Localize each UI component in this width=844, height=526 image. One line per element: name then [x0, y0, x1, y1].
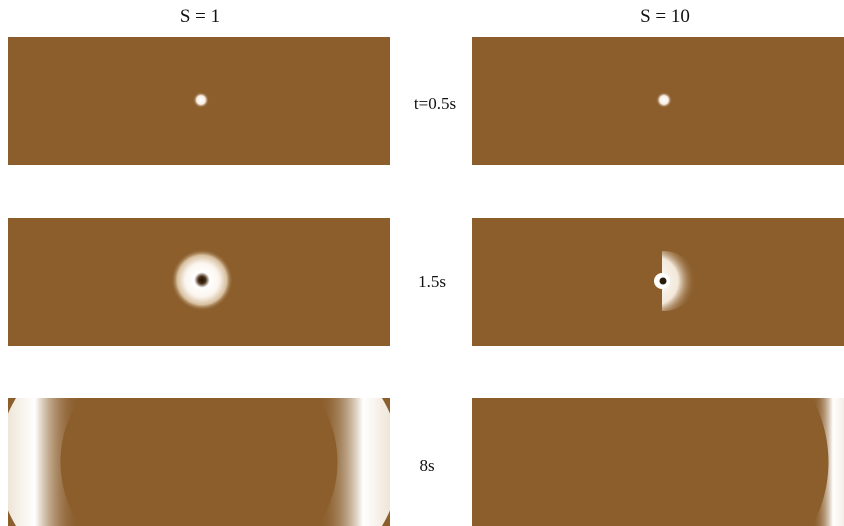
source-pulse — [193, 92, 209, 108]
row-label-t8: 8s — [419, 456, 435, 475]
panel-s1-t8 — [8, 398, 390, 526]
source-core — [659, 277, 667, 285]
expanding-wavefront — [171, 249, 233, 311]
wavefront-right — [812, 398, 844, 526]
column-header-s10: S = 10 — [640, 6, 690, 27]
panel-s1-t15 — [8, 218, 390, 346]
wavefront-left — [8, 398, 80, 526]
row-label-t15: 1.5s — [418, 272, 446, 291]
panel-s10-t05 — [472, 37, 844, 165]
wavefront-right — [318, 398, 390, 526]
anisotropic-wavefront — [662, 251, 696, 311]
row-label-t05: t=0.5s — [413, 94, 457, 113]
panel-s1-t05 — [8, 37, 390, 165]
column-header-s1: S = 1 — [179, 6, 221, 27]
source-pulse — [656, 92, 672, 108]
panel-s10-t15 — [472, 218, 844, 346]
panel-s10-t8 — [472, 398, 844, 526]
